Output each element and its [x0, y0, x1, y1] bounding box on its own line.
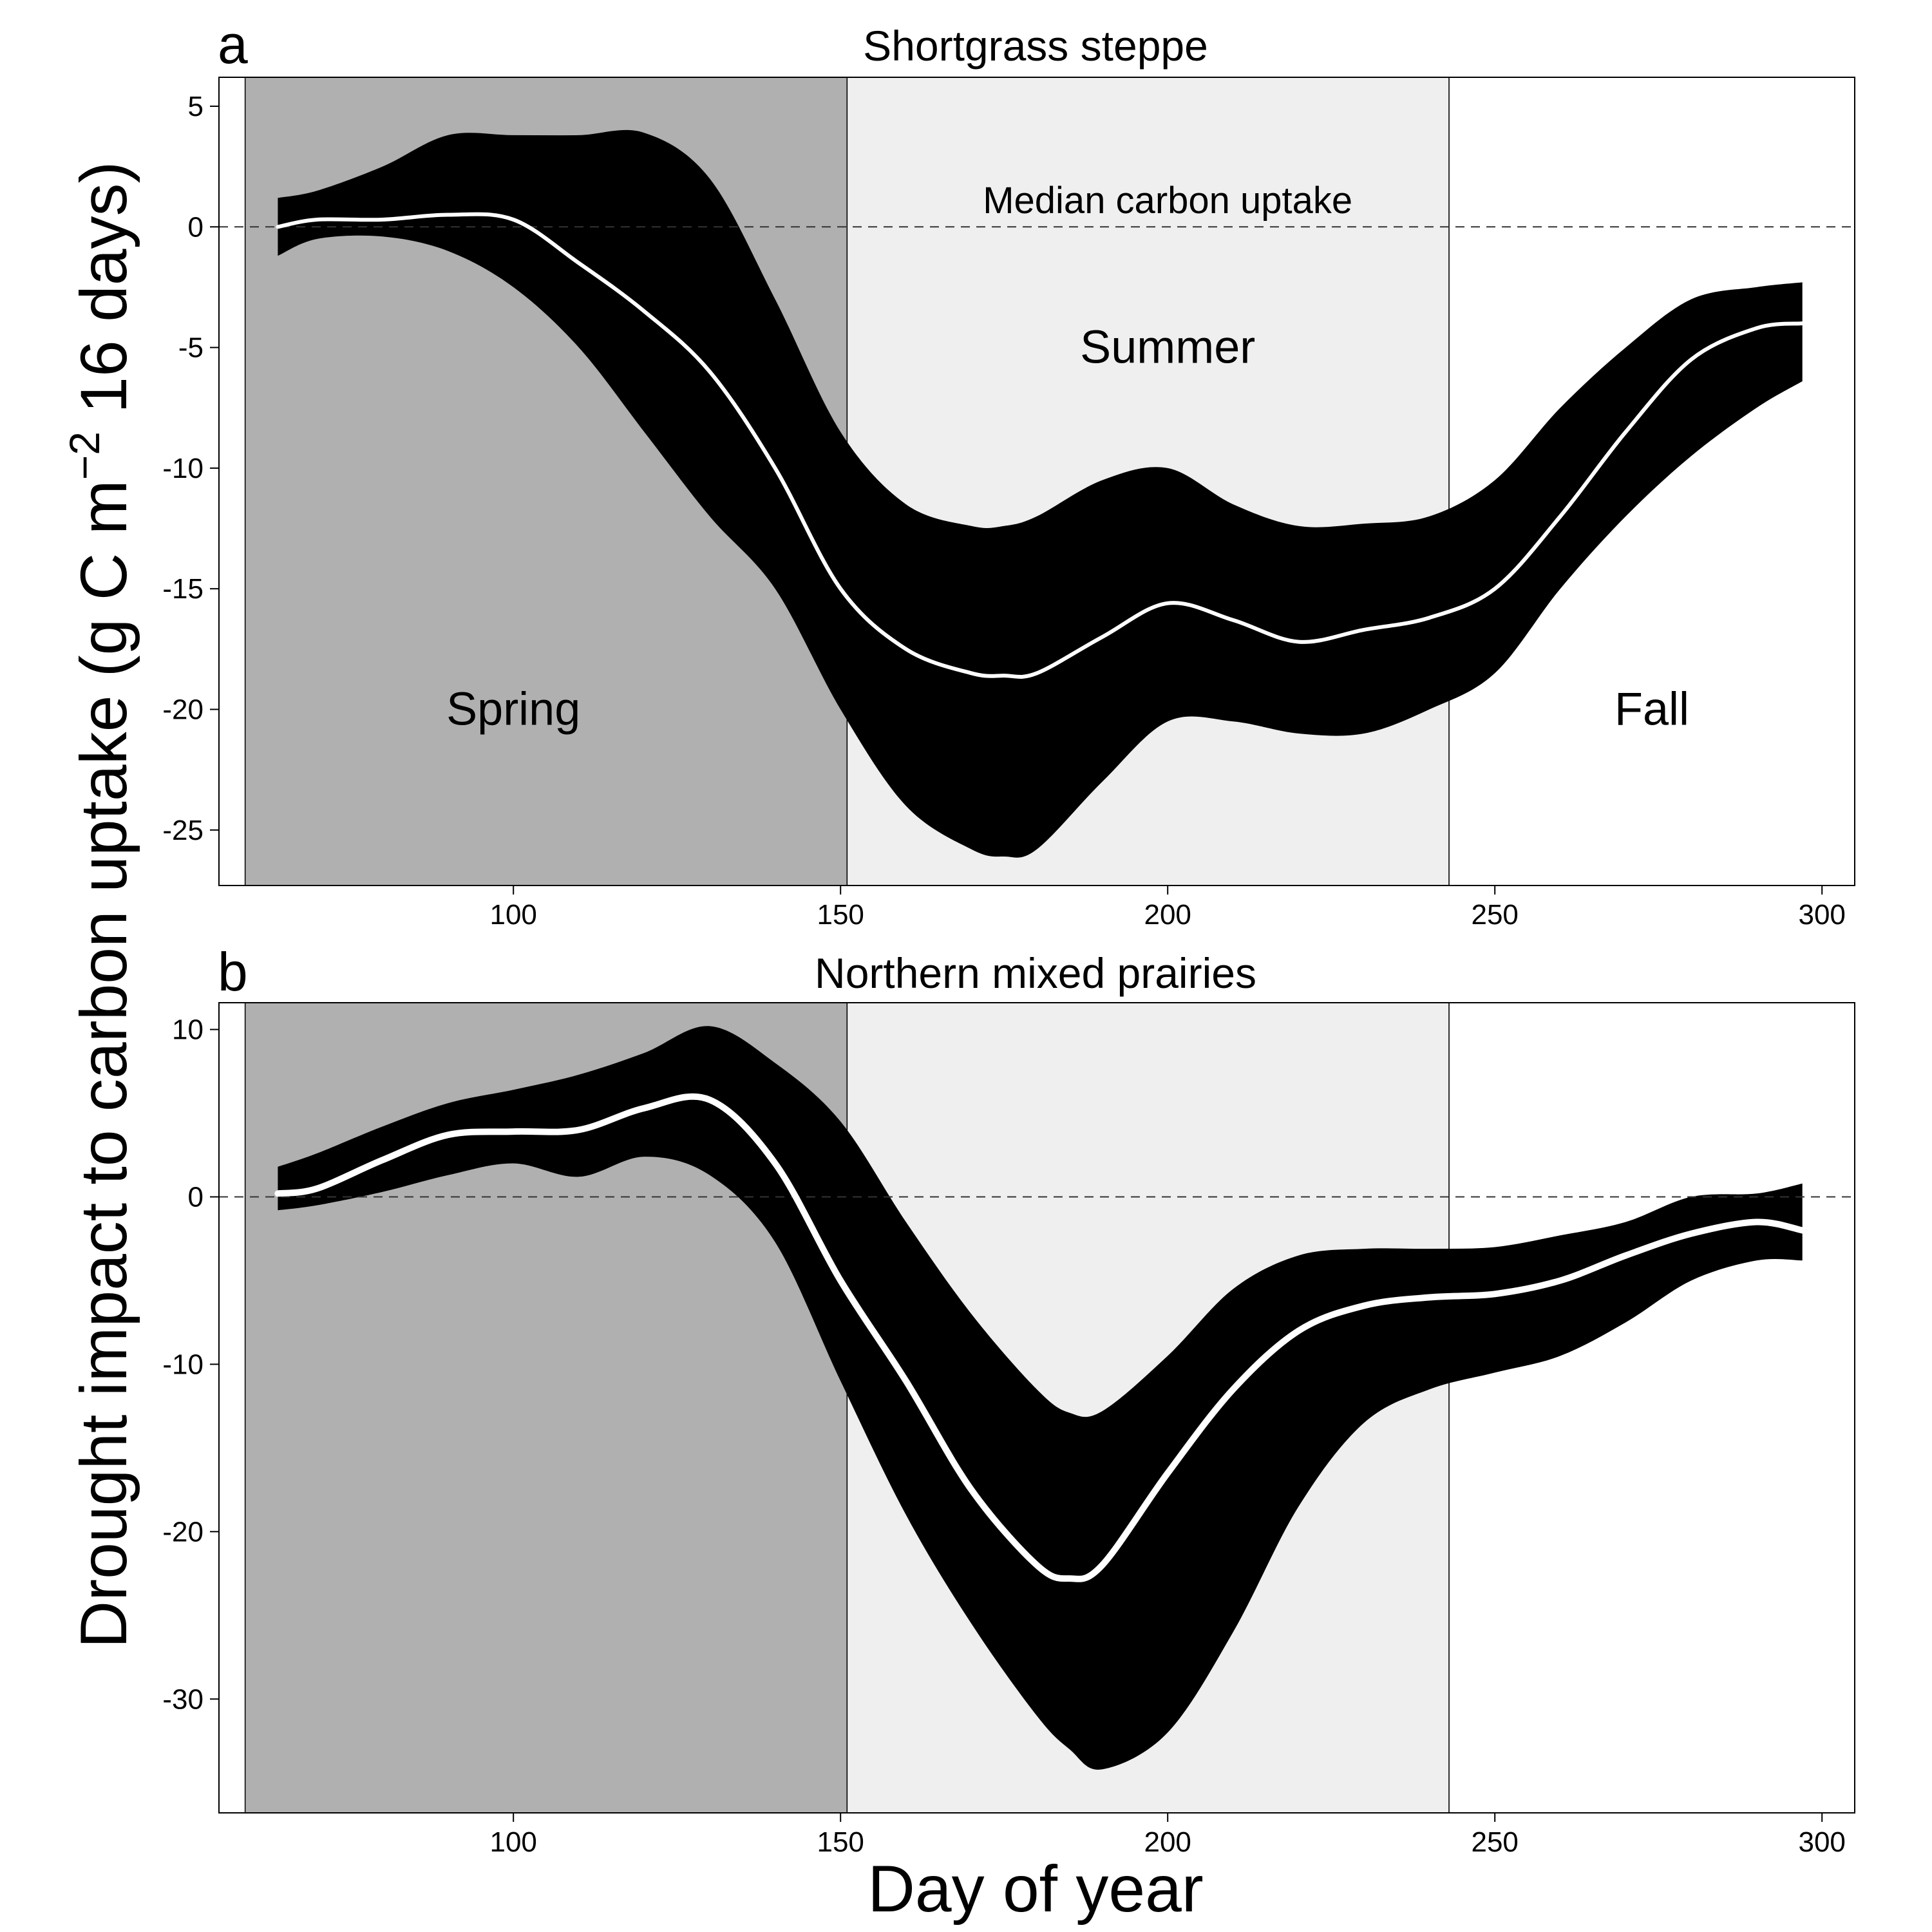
- season-label-summer: Summer: [1080, 322, 1255, 374]
- y-tick-label: 5: [188, 91, 204, 122]
- y-tick-label: -15: [162, 573, 204, 605]
- y-tick-label: -10: [162, 453, 204, 484]
- panel-title: Northern mixed prairies: [815, 949, 1256, 997]
- median-layer: [274, 1093, 1806, 1582]
- x-tick-label: 300: [1798, 1826, 1845, 1858]
- panel-title: Shortgrass steppe: [863, 22, 1208, 70]
- plot-frame: [218, 77, 1855, 886]
- panel-letter: a: [218, 14, 248, 75]
- uncertainty-band: [278, 1026, 1803, 1770]
- panel-b: 100-10-20-30 100 150 200 250 300 b Northern …: [162, 942, 1855, 1858]
- y-tick-label: -20: [162, 1516, 204, 1548]
- uncertainty-band: [278, 129, 1803, 858]
- y-tick-label: 10: [172, 1014, 204, 1046]
- frame-layer: [218, 1002, 1855, 1814]
- y-axis-ticks: 10 0 -10 -20 -30: [162, 1014, 219, 1715]
- y-axis-title-tail: 16 days): [67, 162, 140, 432]
- x-axis-ticks: 100 150 200 250 300: [489, 886, 1846, 931]
- y-tick-label: -25: [162, 815, 204, 846]
- band-layer: [278, 129, 1803, 858]
- x-tick-label: 100: [489, 899, 536, 931]
- y-tick-label: -5: [178, 332, 204, 364]
- season-band-fall: [1448, 1002, 1855, 1814]
- y-tick-label: -10: [162, 1349, 204, 1380]
- x-tick-label: 150: [817, 1826, 864, 1858]
- frame-layer: [218, 77, 1855, 886]
- season-labels: Spring Summer Fall Median carbon uptake: [446, 180, 1689, 735]
- y-axis-title-superscript: −2: [61, 431, 108, 480]
- y-tick-label: 0: [188, 211, 204, 243]
- panel-letter: b: [218, 942, 248, 1002]
- x-tick-label: 200: [1144, 1826, 1191, 1858]
- y-tick-label: -30: [162, 1683, 204, 1715]
- median-layer: [276, 212, 1804, 679]
- reference-line-label: Median carbon uptake: [983, 180, 1352, 222]
- y-tick-label: 0: [188, 1182, 204, 1213]
- x-tick-label: 200: [1144, 899, 1191, 931]
- plot-frame: [218, 1002, 1855, 1814]
- median-line: [276, 212, 1804, 679]
- x-tick-label: 100: [489, 1826, 536, 1858]
- panel-a: 50-5-10-15-20-25 100 150 200 250 300 SpringS…: [162, 14, 1855, 931]
- y-axis-title: Drought impact to carbon uptake (g C m−2…: [61, 162, 140, 1649]
- median-line: [274, 1093, 1806, 1582]
- y-tick-label: -20: [162, 694, 204, 726]
- season-label-spring: Spring: [446, 684, 580, 735]
- x-tick-label: 150: [817, 899, 864, 931]
- x-axis-ticks: 100 150 200 250 300: [489, 1813, 1846, 1858]
- x-tick-label: 250: [1471, 1826, 1518, 1858]
- x-axis-title: Day of year: [867, 1852, 1204, 1926]
- y-axis-ticks: 5 0 -5 -10 -15 -20 -25: [162, 91, 219, 846]
- season-label-fall: Fall: [1615, 684, 1689, 735]
- x-tick-label: 250: [1471, 899, 1518, 931]
- y-axis-title-main: Drought impact to carbon uptake (g C m: [67, 480, 140, 1648]
- band-layer: [278, 1026, 1803, 1770]
- x-tick-label: 300: [1798, 899, 1845, 931]
